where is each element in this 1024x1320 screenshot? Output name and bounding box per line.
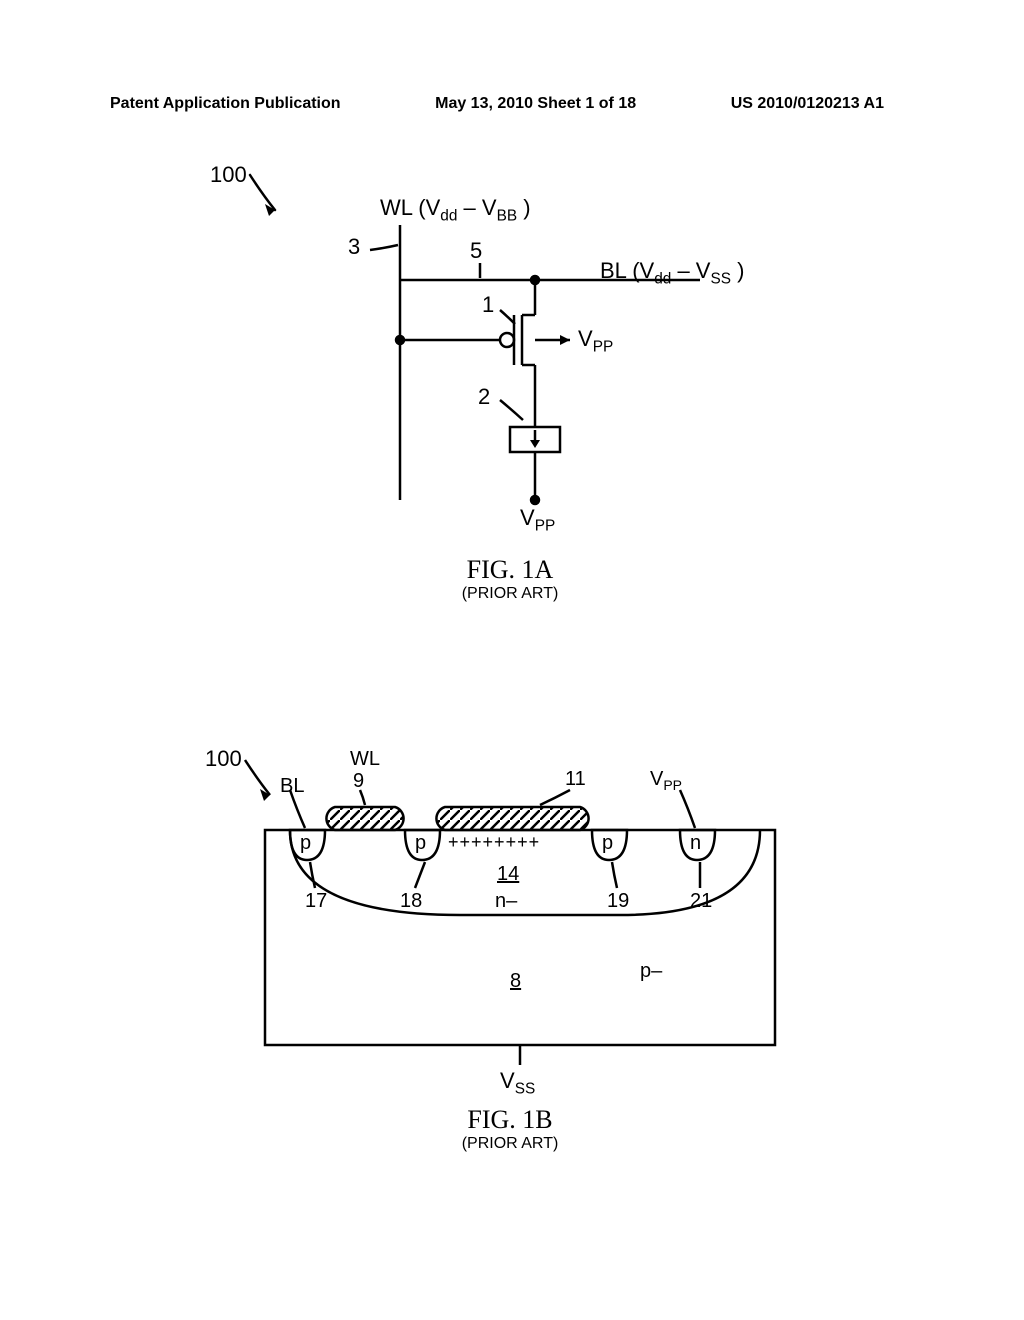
figB-vss: VSS [500, 1068, 535, 1098]
figB-bl: BL [280, 775, 304, 798]
figB-ref19: 19 [607, 890, 629, 913]
figB-n: n [690, 832, 701, 855]
figB-p3: p [602, 832, 613, 855]
figB-ref8: 8 [510, 970, 521, 993]
figB-ref21: 21 [690, 890, 712, 913]
figB-nminus: n– [495, 890, 517, 913]
figB-ref18: 18 [400, 890, 422, 913]
figB-vpp: VPP [650, 768, 682, 793]
figB-plus: + + + + + + + + [448, 832, 537, 853]
figB-ref11: 11 [565, 768, 586, 791]
figB-wl: WL [350, 748, 380, 771]
figB-ref100: 100 [205, 746, 242, 772]
figB-ref17: 17 [305, 890, 327, 913]
figB-ref9: 9 [353, 770, 364, 793]
figB-caption: FIG. 1B (PRIOR ART) [410, 1105, 610, 1153]
figB-p1: p [300, 832, 311, 855]
figB-p2: p [415, 832, 426, 855]
figB-pminus: p– [640, 960, 662, 983]
figB-ref14: 14 [497, 863, 519, 886]
